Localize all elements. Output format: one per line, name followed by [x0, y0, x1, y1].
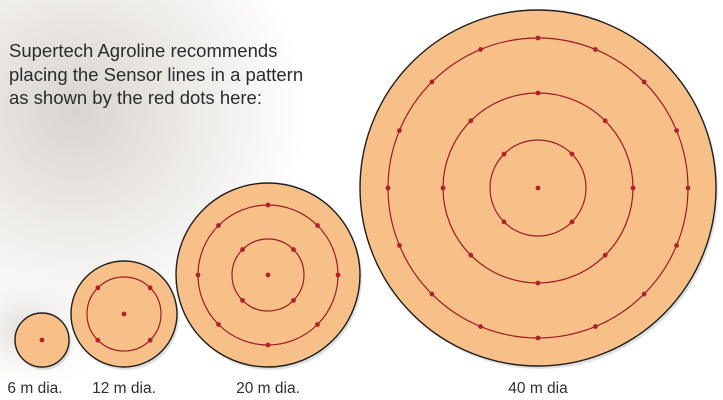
sensor-dot-40m: [674, 128, 679, 133]
sensor-dot-40m: [429, 291, 435, 297]
sensor-dot-40m: [429, 79, 435, 85]
sensor-dot-12m: [147, 337, 153, 343]
sensor-dot-40m: [685, 185, 691, 191]
sensor-dot-40m: [478, 47, 483, 52]
intro-text: Supertech Agroline recommends placing th…: [9, 39, 389, 110]
sensor-dot-20m: [265, 342, 271, 348]
sensor-dot-20m: [291, 298, 296, 303]
sensor-dot-20m: [335, 272, 341, 278]
sensor-ring-12m-1: [86, 276, 162, 352]
sensor-dot-20m: [216, 223, 221, 228]
sensor-dot-40m: [569, 219, 575, 225]
field-caption-40m: 40 m dia: [508, 380, 568, 397]
sensor-dot-40m: [641, 79, 647, 85]
intro-line-3: as shown by the red dots here:: [9, 87, 262, 108]
field-caption-20m: 20 m dia.: [236, 380, 300, 397]
sensor-dot-40m: [630, 185, 636, 191]
sensor-ring-40m-1: [489, 139, 587, 237]
sensor-dot-20m: [315, 223, 320, 228]
sensor-dot-40m: [602, 252, 608, 258]
sensor-dot-20m: [216, 322, 221, 327]
sensor-dot-20m: [195, 272, 201, 278]
sensor-ring-20m-1: [231, 238, 305, 312]
sensor-dot-40m: [468, 252, 474, 258]
intro-line-1: Supertech Agroline recommends: [9, 40, 278, 61]
intro-line-2: placing the Sensor lines in a pattern: [9, 63, 304, 85]
sensor-dot-40m: [641, 291, 647, 297]
sensor-dot-center-12m: [121, 311, 127, 317]
sensor-dot-12m: [147, 285, 153, 291]
sensor-dot-40m: [535, 280, 541, 286]
sensor-dot-20m: [240, 247, 245, 252]
sensor-dot-center-20m: [265, 272, 271, 278]
sensor-dot-40m: [501, 219, 507, 225]
sensor-dot-20m: [291, 247, 296, 252]
sensor-dot-12m: [95, 337, 101, 343]
sensor-dot-40m: [569, 151, 575, 157]
sensor-dot-40m: [501, 151, 507, 157]
sensor-dot-40m: [593, 47, 598, 52]
sensor-dot-40m: [602, 118, 608, 124]
sensor-dot-40m: [535, 35, 541, 41]
sensor-dot-40m: [535, 335, 541, 341]
sensor-dot-40m: [397, 243, 402, 248]
sensor-dot-center-40m: [535, 185, 541, 191]
sensor-dot-40m: [535, 90, 541, 96]
sensor-dot-40m: [440, 185, 446, 191]
sensor-dot-40m: [593, 324, 598, 329]
sensor-dot-40m: [468, 118, 474, 124]
sensor-dot-center-6m: [39, 337, 45, 343]
sensor-dot-20m: [315, 322, 320, 327]
sensor-dot-40m: [385, 185, 391, 191]
field-caption-6m: 6 m dia.: [7, 380, 63, 397]
field-caption-12m: 12 m dia.: [92, 380, 156, 397]
sensor-dot-20m: [265, 202, 271, 208]
sensor-dot-20m: [240, 298, 245, 303]
sensor-dot-40m: [674, 243, 679, 248]
sensor-dot-40m: [478, 324, 483, 329]
sensor-dot-40m: [397, 128, 402, 133]
sensor-dot-12m: [95, 285, 101, 291]
